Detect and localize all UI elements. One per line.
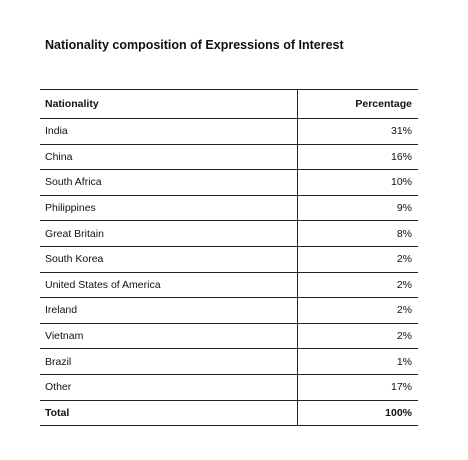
nationality-cell: Other <box>40 374 298 401</box>
nationality-cell: Brazil <box>40 348 298 375</box>
table-row: Brazil 1% <box>40 348 418 375</box>
percentage-cell: 2% <box>297 272 418 299</box>
nationality-cell: India <box>40 118 298 145</box>
percentage-cell: 16% <box>297 144 418 171</box>
table-row: Philippines 9% <box>40 195 418 222</box>
table-title: Nationality composition of Expressions o… <box>45 38 344 52</box>
table-row: Other 17% <box>40 374 418 401</box>
total-value: 100% <box>297 399 418 427</box>
percentage-cell: 8% <box>297 220 418 247</box>
nationality-cell: South Africa <box>40 169 298 196</box>
nationality-cell: Philippines <box>40 195 298 222</box>
percentage-cell: 2% <box>297 246 418 273</box>
table-header-row: Nationality Percentage <box>40 89 418 119</box>
percentage-cell: 31% <box>297 118 418 145</box>
percentage-cell: 1% <box>297 348 418 375</box>
percentage-cell: 9% <box>297 195 418 222</box>
nationality-cell: China <box>40 144 298 171</box>
nationality-cell: South Korea <box>40 246 298 273</box>
table-row: Great Britain 8% <box>40 220 418 247</box>
table-row: Vietnam 2% <box>40 323 418 350</box>
table-row: Ireland 2% <box>40 297 418 324</box>
nationality-cell: Great Britain <box>40 220 298 247</box>
total-label: Total <box>40 399 298 427</box>
table-row: China 16% <box>40 144 418 171</box>
percentage-cell: 2% <box>297 323 418 350</box>
table-row: United States of America 2% <box>40 272 418 299</box>
header-nationality: Nationality <box>40 89 298 119</box>
nationality-table: Nationality Percentage India 31% China 1… <box>40 89 418 427</box>
table-row: South Africa 10% <box>40 169 418 196</box>
nationality-cell: Ireland <box>40 297 298 324</box>
table-row: South Korea 2% <box>40 246 418 273</box>
table-row: India 31% <box>40 118 418 145</box>
percentage-cell: 2% <box>297 297 418 324</box>
header-percentage: Percentage <box>297 89 418 119</box>
nationality-cell: United States of America <box>40 272 298 299</box>
nationality-cell: Vietnam <box>40 323 298 350</box>
percentage-cell: 10% <box>297 169 418 196</box>
total-row: Total 100% <box>40 399 418 427</box>
percentage-cell: 17% <box>297 374 418 401</box>
